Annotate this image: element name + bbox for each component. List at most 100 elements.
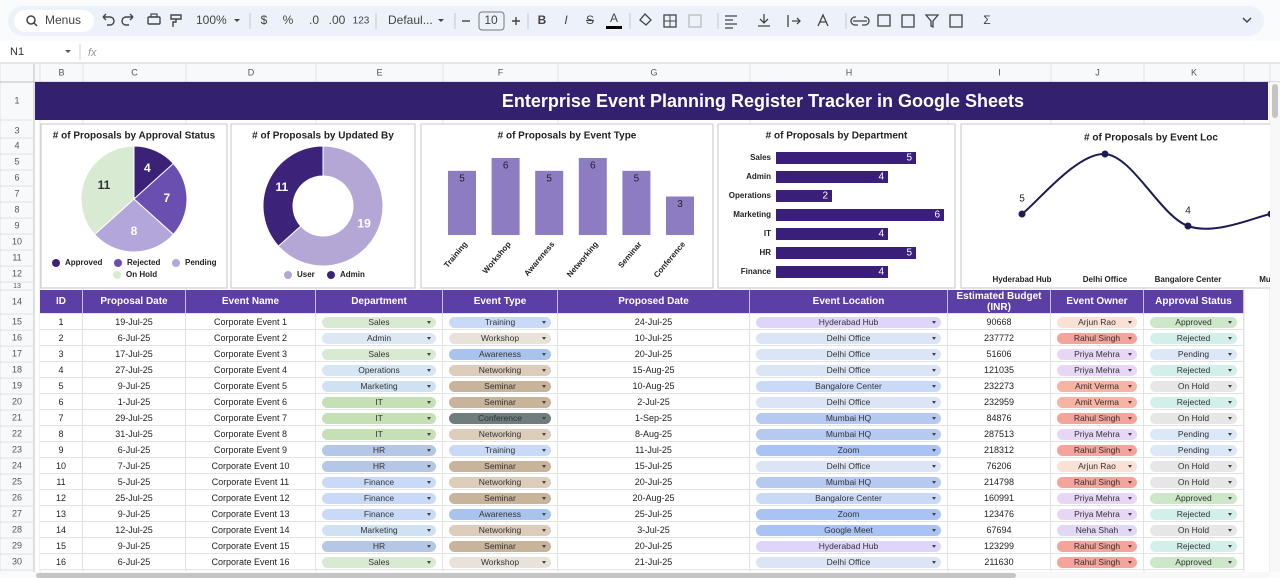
chip-label[interactable]: Seminar: [484, 460, 516, 471]
chip-label[interactable]: Workshop: [480, 556, 520, 567]
row-number[interactable]: 29: [12, 540, 22, 550]
font-size-value[interactable]: 10: [484, 13, 498, 27]
bold-button[interactable]: B: [538, 13, 547, 27]
dropdown-chip[interactable]: HR: [322, 460, 436, 472]
redo-icon[interactable]: [121, 13, 134, 26]
chip-label[interactable]: Arjun Rao: [1078, 460, 1116, 471]
row-number[interactable]: 11: [12, 252, 21, 262]
chip-label[interactable]: Delhi Office: [826, 460, 871, 471]
row-number[interactable]: 7: [14, 188, 19, 198]
row-number[interactable]: 17: [12, 348, 22, 358]
chip-label[interactable]: Finance: [363, 492, 395, 503]
dropdown-chip[interactable]: IT: [322, 412, 436, 424]
table-icon[interactable]: [949, 14, 963, 28]
row-number[interactable]: 13: [13, 283, 21, 290]
chip-label[interactable]: Networking: [478, 476, 522, 487]
currency-button[interactable]: $: [261, 13, 268, 27]
dropdown-chip[interactable]: On Hold: [1150, 412, 1237, 424]
column-letter[interactable]: H: [846, 67, 853, 77]
column-letter[interactable]: B: [58, 67, 64, 77]
chip-label[interactable]: Rahul Singh: [1073, 540, 1121, 551]
dropdown-chip[interactable]: Hyderabad Hub: [756, 316, 941, 328]
dropdown-chip[interactable]: Finance: [322, 492, 436, 504]
dropdown-chip[interactable]: Delhi Office: [756, 364, 941, 376]
chip-label[interactable]: Marketing: [360, 380, 398, 391]
chip-label[interactable]: Priya Mehra: [1074, 492, 1120, 503]
chip-label[interactable]: Rejected: [1176, 364, 1211, 375]
menus-label[interactable]: Menus: [45, 13, 81, 27]
dropdown-chip[interactable]: Priya Mehra: [1057, 492, 1137, 504]
dropdown-chip[interactable]: Training: [449, 444, 551, 456]
row-number[interactable]: 24: [12, 460, 22, 470]
dropdown-chip[interactable]: Pending: [1150, 348, 1237, 360]
dropdown-chip[interactable]: Google Meet: [756, 524, 941, 536]
row-number[interactable]: 28: [12, 524, 22, 534]
font-size-box[interactable]: [478, 11, 505, 31]
menus-button[interactable]: [14, 10, 94, 32]
chip-label[interactable]: HR: [372, 444, 386, 455]
chip-label[interactable]: Bangalore Center: [815, 380, 882, 391]
chip-label[interactable]: HR: [372, 540, 386, 551]
row-number[interactable]: 1: [14, 95, 19, 105]
align-icon[interactable]: [725, 15, 737, 29]
dropdown-chip[interactable]: Sales: [322, 348, 436, 360]
chip-label[interactable]: Mumbai HQ: [825, 428, 872, 439]
row-number[interactable]: 25: [12, 476, 22, 486]
chip-label[interactable]: Awareness: [479, 348, 521, 359]
chip-label[interactable]: Rahul Singh: [1073, 332, 1121, 343]
chip-label[interactable]: Sales: [368, 348, 390, 359]
chip-label[interactable]: Neha Shah: [1075, 524, 1119, 535]
dropdown-chip[interactable]: On Hold: [1150, 476, 1237, 488]
dropdown-chip[interactable]: Rejected: [1150, 508, 1237, 520]
chip-label[interactable]: On Hold: [1177, 460, 1210, 471]
chip-label[interactable]: Rahul Singh: [1073, 412, 1121, 423]
text-color-button[interactable]: A: [610, 11, 618, 25]
dropdown-chip[interactable]: Finance: [322, 476, 436, 488]
increase-decimal-button[interactable]: .00: [329, 13, 346, 27]
collapse-toolbar[interactable]: [1242, 17, 1252, 24]
dropdown-chip[interactable]: Delhi Office: [756, 396, 941, 408]
chip-label[interactable]: Networking: [478, 524, 522, 535]
dropdown-chip[interactable]: Zoom: [756, 444, 941, 456]
link-icon[interactable]: [850, 16, 870, 26]
dropdown-chip[interactable]: Bangalore Center: [756, 380, 941, 392]
dropdown-chip[interactable]: Rejected: [1150, 540, 1237, 552]
dropdown-chip[interactable]: Rahul Singh: [1057, 556, 1137, 568]
chip-label[interactable]: Zoom: [837, 444, 860, 455]
dropdown-chip[interactable]: Approved: [1150, 316, 1237, 328]
chip-label[interactable]: Google Meet: [824, 524, 873, 535]
dropdown-chip[interactable]: On Hold: [1150, 524, 1237, 536]
chip-label[interactable]: On Hold: [1177, 476, 1210, 487]
row-number[interactable]: 15: [12, 316, 22, 326]
chip-label[interactable]: Priya Mehra: [1074, 364, 1120, 375]
column-letter[interactable]: E: [376, 67, 382, 77]
dropdown-chip[interactable]: HR: [322, 540, 436, 552]
chip-label[interactable]: IT: [375, 396, 383, 407]
row-number[interactable]: 18: [12, 364, 22, 374]
chip-label[interactable]: Approved: [1175, 556, 1212, 567]
chip-label[interactable]: Rahul Singh: [1073, 476, 1121, 487]
dropdown-chip[interactable]: Rahul Singh: [1057, 540, 1137, 552]
chip-label[interactable]: Approved: [1175, 492, 1212, 503]
row-number[interactable]: 6: [14, 172, 19, 182]
row-number[interactable]: 14: [12, 296, 22, 306]
fill-color-icon[interactable]: [639, 13, 652, 26]
row-number[interactable]: 21: [12, 412, 22, 422]
dropdown-chip[interactable]: Networking: [449, 476, 551, 488]
dropdown-chip[interactable]: Marketing: [322, 524, 436, 536]
font-size-plus[interactable]: [512, 17, 520, 25]
italic-button[interactable]: I: [564, 13, 568, 27]
dropdown-chip[interactable]: Approved: [1150, 556, 1237, 568]
chip-label[interactable]: Workshop: [480, 332, 520, 343]
dropdown-chip[interactable]: Priya Mehra: [1057, 348, 1137, 360]
row-number[interactable]: 3: [14, 125, 19, 135]
chip-label[interactable]: Arjun Rao: [1078, 316, 1116, 327]
chip-label[interactable]: Mumbai HQ: [825, 412, 872, 423]
dropdown-chip[interactable]: Delhi Office: [756, 332, 941, 344]
chip-label[interactable]: Conference: [478, 412, 522, 423]
dropdown-chip[interactable]: Arjun Rao: [1057, 460, 1137, 472]
dropdown-chip[interactable]: Seminar: [449, 540, 551, 552]
functions-button[interactable]: Σ: [983, 13, 990, 27]
dropdown-chip[interactable]: Networking: [449, 364, 551, 376]
chip-label[interactable]: Pending: [1177, 348, 1210, 359]
